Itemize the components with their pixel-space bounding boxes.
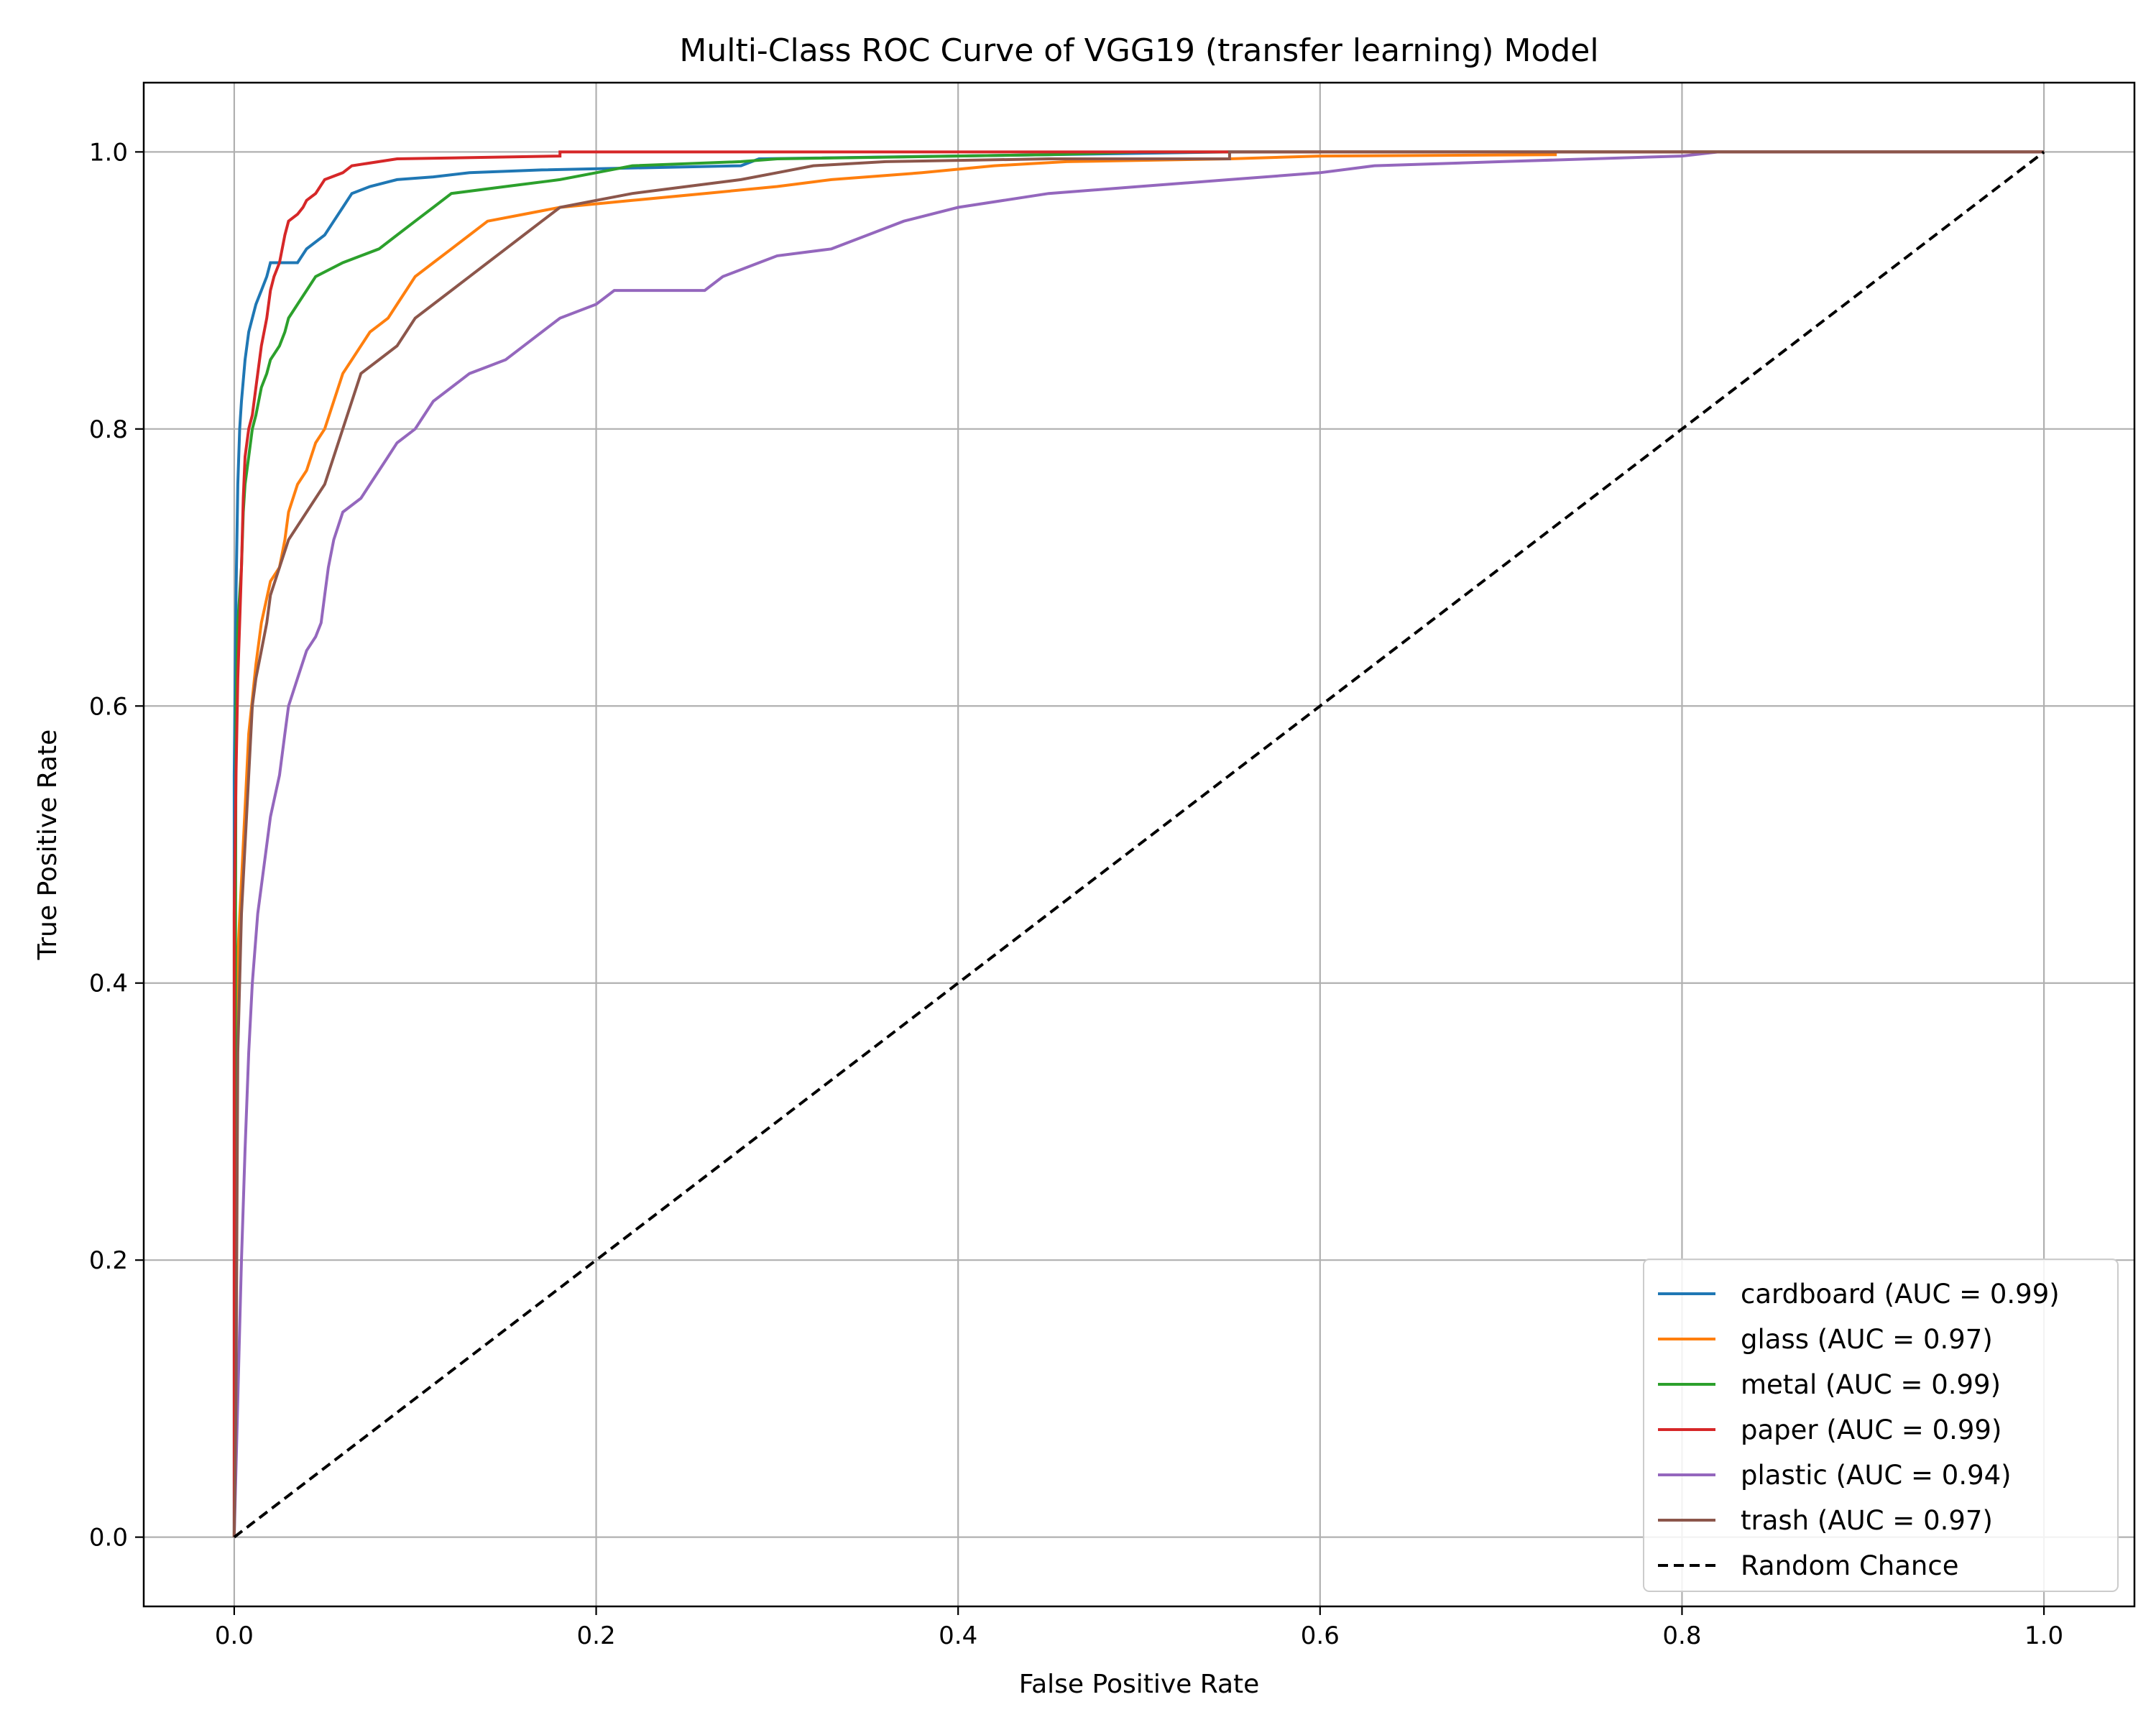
chart-title: Multi-Class ROC Curve of VGG19 (transfer… [679,32,1598,69]
x-tick-label: 0.8 [1662,1622,1701,1650]
y-tick-label: 0.0 [89,1524,128,1552]
legend-label: trash (AUC = 0.97) [1741,1505,1993,1536]
x-tick-label: 0.6 [1301,1622,1340,1650]
series-layer [232,150,2045,1539]
series-line-cardboard [232,150,2045,1537]
y-tick-label: 0.8 [89,415,128,444]
series-line-paper [232,150,2045,1537]
y-tick-label: 0.2 [89,1246,128,1275]
x-axis-label: False Positive Rate [1019,1670,1260,1699]
legend: cardboard (AUC = 0.99) glass (AUC = 0.97)… [1643,1259,2119,1592]
grid-lines [144,83,2134,1606]
series-line-plastic [232,150,2045,1537]
legend-box [1643,1259,2119,1592]
y-tick-label: 1.0 [89,138,128,167]
legend-label: metal (AUC = 0.99) [1741,1369,2001,1400]
x-tick-label: 0.2 [577,1622,616,1650]
x-tick-label: 0.4 [939,1622,977,1650]
legend-label: glass (AUC = 0.97) [1741,1324,1993,1355]
series-line-random-chance [233,150,2045,1539]
legend-label: paper (AUC = 0.99) [1741,1414,2001,1445]
x-tick-label: 0.0 [215,1622,254,1650]
plot-frame [142,81,2136,1608]
y-tick-label: 0.4 [89,970,128,998]
y-axis-label: True Positive Rate [33,730,63,961]
legend-label: Random Chance [1741,1550,1958,1581]
series-line-trash [232,150,2045,1537]
series-line-metal [232,150,2045,1537]
legend-label: plastic (AUC = 0.94) [1741,1460,2012,1491]
axis-ticks: 0.0 0.2 0.4 0.6 0.8 1.0 0.0 0.2 0.4 0.6 0.8 1.0 [89,138,2063,1650]
y-tick-label: 0.6 [89,692,128,721]
legend-label: cardboard (AUC = 0.99) [1741,1279,2060,1310]
x-tick-label: 1.0 [2024,1622,2063,1650]
